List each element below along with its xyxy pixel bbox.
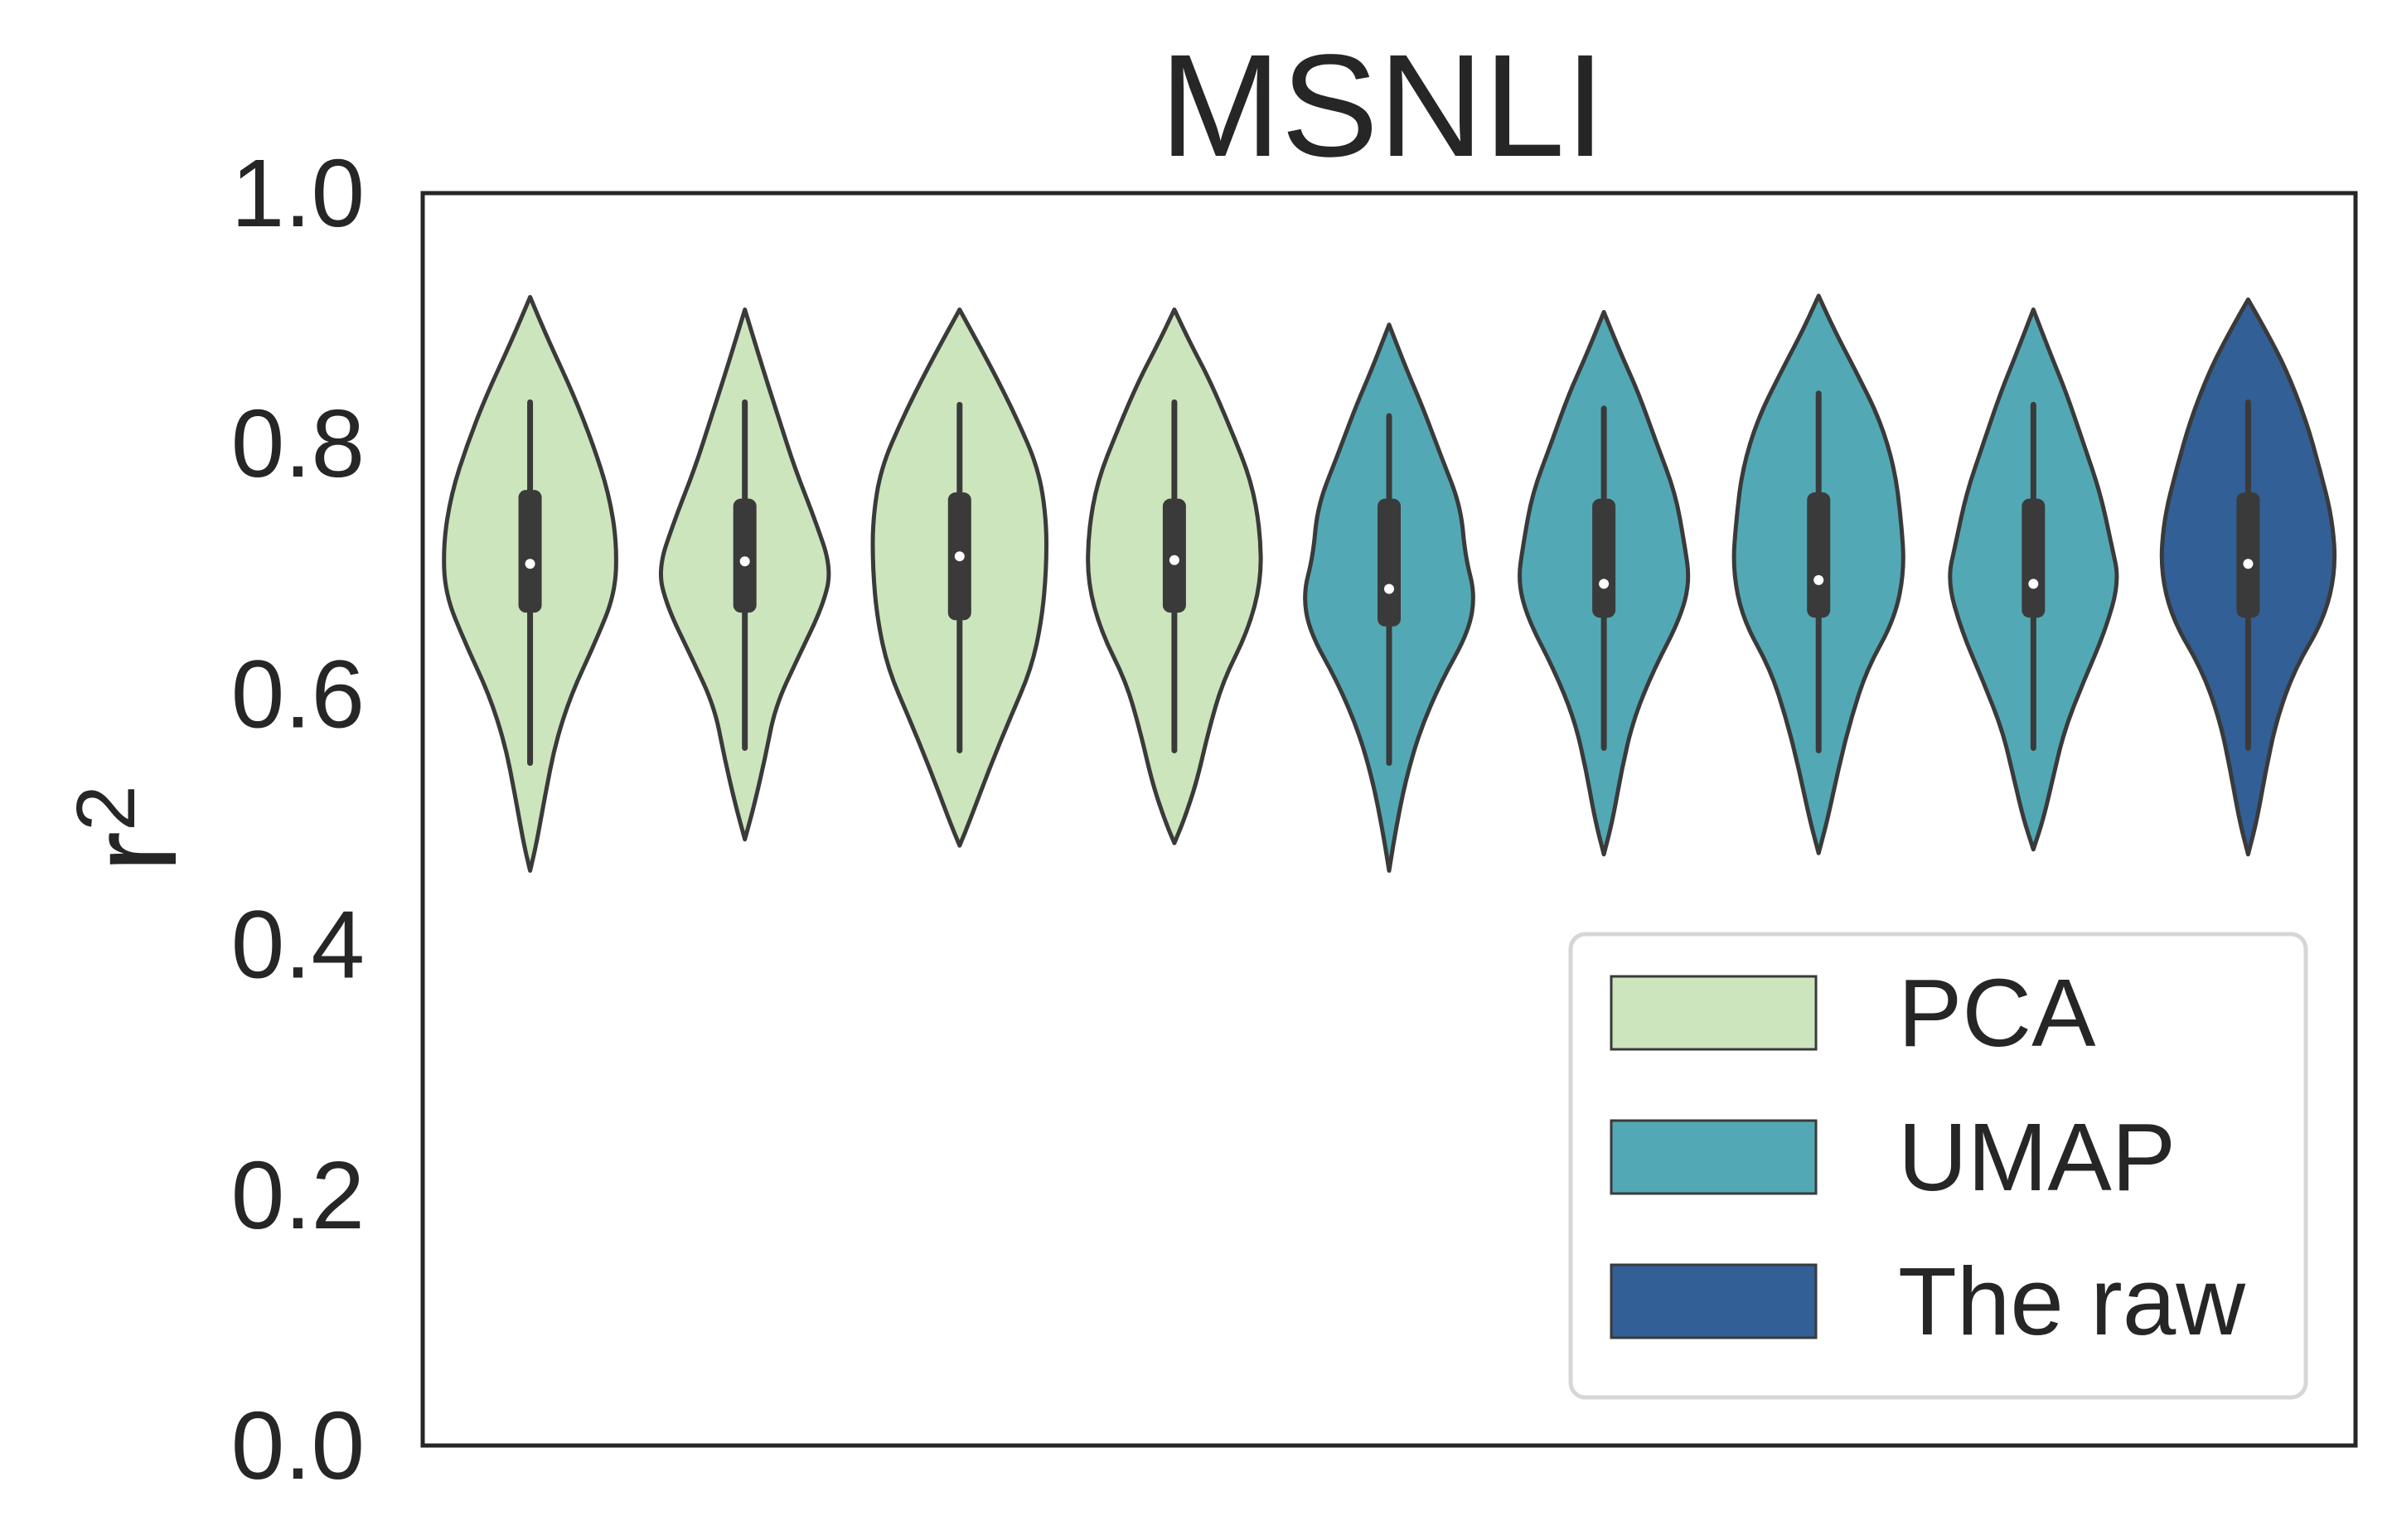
y-tick-label: 1.0 xyxy=(231,139,365,247)
violin-median xyxy=(1813,575,1823,585)
chart-title: MSNLI xyxy=(1160,25,1605,187)
y-axis-label-superscript: 2 xyxy=(60,785,153,831)
y-tick-label: 0.8 xyxy=(231,390,365,497)
violin-median xyxy=(525,559,535,569)
legend-swatch xyxy=(1611,976,1816,1049)
y-tick-label: 0.0 xyxy=(231,1392,365,1499)
legend-label: UMAP xyxy=(1898,1103,2176,1211)
violin-5 xyxy=(1305,325,1474,871)
legend: PCA UMAP The raw xyxy=(1571,934,2306,1397)
violin-median xyxy=(1599,579,1609,588)
violin-series xyxy=(444,296,2335,871)
legend-swatch xyxy=(1611,1121,1816,1194)
violin-median xyxy=(1384,584,1394,593)
violin-iqr-box xyxy=(734,499,757,613)
violin-median xyxy=(2028,579,2038,588)
legend-item: The raw xyxy=(1611,1247,2246,1355)
violin-iqr-box xyxy=(1378,499,1401,627)
legend-label: The raw xyxy=(1898,1247,2246,1355)
violin-iqr-box xyxy=(2022,499,2045,618)
violin-median xyxy=(1169,555,1179,565)
legend-label: PCA xyxy=(1898,959,2096,1067)
violin-9 xyxy=(2162,299,2334,854)
violin-6 xyxy=(1520,312,1688,855)
y-axis-label-base: r xyxy=(63,831,202,873)
legend-swatch xyxy=(1611,1265,1816,1338)
y-tick-label: 0.4 xyxy=(231,891,365,999)
violin-median xyxy=(955,551,965,561)
violin-1 xyxy=(444,297,617,870)
violin-median xyxy=(740,556,750,566)
y-tick-label: 0.6 xyxy=(231,640,365,748)
violin-4 xyxy=(1088,310,1261,844)
violin-3 xyxy=(873,310,1047,846)
violin-iqr-box xyxy=(1592,499,1615,618)
y-tick-label: 0.2 xyxy=(231,1141,365,1249)
y-axis-label: r2 xyxy=(60,785,202,873)
violin-8 xyxy=(1950,310,2117,850)
violin-median xyxy=(2243,559,2253,569)
violin-iqr-box xyxy=(519,490,542,613)
violin-iqr-box xyxy=(2236,492,2259,617)
y-axis-ticks: 0.0 0.2 0.4 0.6 0.8 1.0 xyxy=(231,139,365,1499)
violin-7 xyxy=(1734,296,1903,853)
violin-iqr-box xyxy=(1807,492,1830,617)
violin-2 xyxy=(661,310,828,840)
